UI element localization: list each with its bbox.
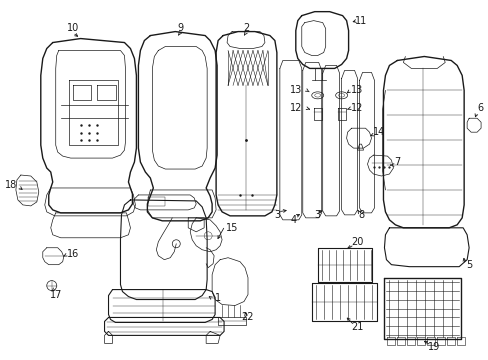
Text: 6: 6 xyxy=(476,103,482,113)
Text: 21: 21 xyxy=(351,323,363,332)
Text: 3: 3 xyxy=(314,210,320,220)
Text: 2: 2 xyxy=(243,23,248,33)
Text: 4: 4 xyxy=(290,215,296,225)
Text: 9: 9 xyxy=(177,23,183,33)
Text: 18: 18 xyxy=(5,180,17,190)
Text: 13: 13 xyxy=(289,85,301,95)
Text: 12: 12 xyxy=(289,103,302,113)
Text: 17: 17 xyxy=(49,289,62,300)
Text: 12: 12 xyxy=(351,103,363,113)
Text: 8: 8 xyxy=(358,210,364,220)
Text: 13: 13 xyxy=(351,85,363,95)
Text: 5: 5 xyxy=(465,260,471,270)
Text: 1: 1 xyxy=(215,293,221,302)
Text: 10: 10 xyxy=(66,23,79,33)
Text: 19: 19 xyxy=(427,342,440,352)
Text: 7: 7 xyxy=(393,157,400,167)
Text: 3: 3 xyxy=(274,210,281,220)
Text: 11: 11 xyxy=(355,15,367,26)
Text: 14: 14 xyxy=(373,127,385,137)
Text: 20: 20 xyxy=(351,237,363,247)
Text: 22: 22 xyxy=(241,312,254,323)
Text: 16: 16 xyxy=(66,249,79,259)
Text: 15: 15 xyxy=(225,223,238,233)
